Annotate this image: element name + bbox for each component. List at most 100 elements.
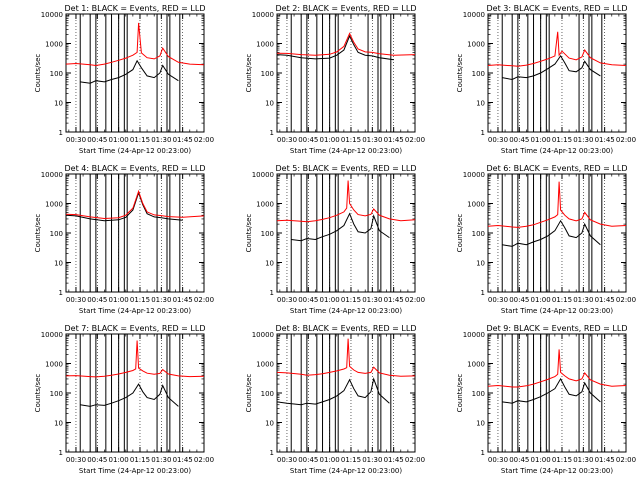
x-tick-label: 00:30 [277, 296, 297, 304]
series-line-events [65, 191, 183, 222]
y-axis-label: Counts/sec [245, 214, 253, 253]
chart-panel-3: Det 3: BLACK = Events, RED = LLD Counts/s… [456, 4, 636, 155]
chart-title: Det 8: BLACK = Events, RED = LLD [276, 324, 417, 333]
x-tick-label: 01:00 [109, 296, 129, 304]
series-line-lld [65, 22, 205, 67]
x-tick-label: 01:30 [573, 296, 593, 304]
chart-title: Det 5: BLACK = Events, RED = LLD [276, 164, 417, 173]
y-tick-label: 10 [54, 420, 63, 428]
x-tick-label: 02:00 [616, 296, 636, 304]
x-tick-label: 01:00 [320, 136, 340, 144]
x-tick-label: 00:30 [277, 136, 297, 144]
y-tick-label: 10000 [252, 331, 274, 339]
y-tick-label: 1000 [467, 41, 485, 49]
x-tick-label: 01:30 [151, 136, 171, 144]
y-axis-label: Counts/sec [34, 214, 42, 253]
x-tick-label: 01:15 [130, 296, 150, 304]
x-tick-label: 00:45 [509, 296, 529, 304]
x-tick-label: 02:00 [616, 136, 636, 144]
series-line-lld [276, 338, 416, 377]
series-line-lld [276, 180, 416, 223]
y-tick-label: 100 [50, 70, 63, 78]
series-line-lld [487, 349, 627, 388]
x-tick-label: 01:45 [384, 136, 404, 144]
series-line-events [291, 212, 390, 242]
y-axis-label: Counts/sec [456, 214, 464, 253]
x-tick-label: 01:45 [595, 296, 615, 304]
y-tick-label: 10 [54, 100, 63, 108]
x-tick-label: 02:00 [194, 296, 214, 304]
x-tick-label: 01:00 [531, 136, 551, 144]
series-line-lld [65, 189, 205, 220]
x-tick-label: 00:45 [509, 136, 529, 144]
y-tick-label: 10000 [252, 11, 274, 19]
x-tick-label: 01:15 [552, 456, 572, 464]
x-tick-label: 01:30 [362, 296, 382, 304]
y-tick-label: 1000 [256, 361, 274, 369]
x-axis-label: Start Time (24-Apr-12 00:23:00) [290, 307, 402, 315]
x-tick-label: 00:45 [298, 296, 318, 304]
x-tick-label: 01:45 [384, 296, 404, 304]
series-line-events [80, 383, 179, 407]
x-tick-label: 01:00 [531, 296, 551, 304]
x-tick-label: 01:45 [173, 296, 193, 304]
y-tick-label: 1000 [45, 41, 63, 49]
x-tick-label: 02:00 [194, 456, 214, 464]
y-tick-label: 1 [481, 129, 485, 137]
y-axis-label: Counts/sec [34, 374, 42, 413]
plot-frame [487, 333, 627, 453]
chart-title: Det 9: BLACK = Events, RED = LLD [487, 324, 628, 333]
series-line-lld [487, 31, 627, 67]
x-tick-label: 00:45 [87, 456, 107, 464]
y-tick-label: 10000 [41, 171, 63, 179]
y-tick-label: 100 [50, 230, 63, 238]
y-tick-label: 1 [59, 289, 63, 297]
series-line-lld [276, 32, 416, 56]
y-tick-label: 1 [481, 449, 485, 457]
x-tick-label: 01:45 [595, 456, 615, 464]
y-tick-label: 1 [270, 289, 274, 297]
y-tick-label: 1 [270, 449, 274, 457]
x-tick-label: 01:00 [109, 456, 129, 464]
x-tick-label: 01:15 [341, 136, 361, 144]
plot-frame [276, 333, 416, 453]
x-tick-label: 01:45 [595, 136, 615, 144]
x-axis-label: Start Time (24-Apr-12 00:23:00) [79, 467, 191, 475]
x-tick-label: 01:30 [151, 296, 171, 304]
x-tick-label: 02:00 [405, 136, 425, 144]
x-tick-label: 01:30 [573, 456, 593, 464]
y-tick-label: 10000 [252, 171, 274, 179]
x-axis-label: Start Time (24-Apr-12 00:23:00) [501, 307, 613, 315]
x-tick-label: 02:00 [616, 456, 636, 464]
series-line-events [276, 377, 390, 406]
y-tick-label: 10000 [463, 11, 485, 19]
chart-panel-7: Det 7: BLACK = Events, RED = LLD Counts/s… [34, 324, 214, 475]
y-tick-label: 100 [50, 390, 63, 398]
chart-title: Det 6: BLACK = Events, RED = LLD [487, 164, 628, 173]
x-tick-label: 00:30 [277, 456, 297, 464]
chart-panel-8: Det 8: BLACK = Events, RED = LLD Counts/s… [245, 324, 425, 475]
y-tick-label: 10000 [463, 331, 485, 339]
x-tick-label: 00:30 [488, 136, 508, 144]
chart-title: Det 1: BLACK = Events, RED = LLD [65, 4, 206, 13]
series-line-events [80, 59, 179, 84]
x-tick-label: 01:45 [173, 136, 193, 144]
series-line-events [502, 377, 601, 404]
y-tick-label: 100 [261, 70, 274, 78]
y-axis-label: Counts/sec [456, 54, 464, 93]
y-tick-label: 1 [59, 449, 63, 457]
x-tick-label: 02:00 [405, 296, 425, 304]
chart-title: Det 4: BLACK = Events, RED = LLD [65, 164, 206, 173]
series-line-events [502, 54, 601, 81]
x-tick-label: 00:30 [488, 456, 508, 464]
x-tick-label: 01:00 [531, 456, 551, 464]
chart-title: Det 7: BLACK = Events, RED = LLD [65, 324, 206, 333]
x-tick-label: 00:45 [87, 296, 107, 304]
y-tick-label: 100 [472, 230, 485, 238]
x-tick-label: 01:00 [320, 296, 340, 304]
y-tick-label: 100 [261, 230, 274, 238]
chart-panel-9: Det 9: BLACK = Events, RED = LLD Counts/s… [456, 324, 636, 475]
y-tick-label: 1 [481, 289, 485, 297]
y-tick-label: 1 [59, 129, 63, 137]
